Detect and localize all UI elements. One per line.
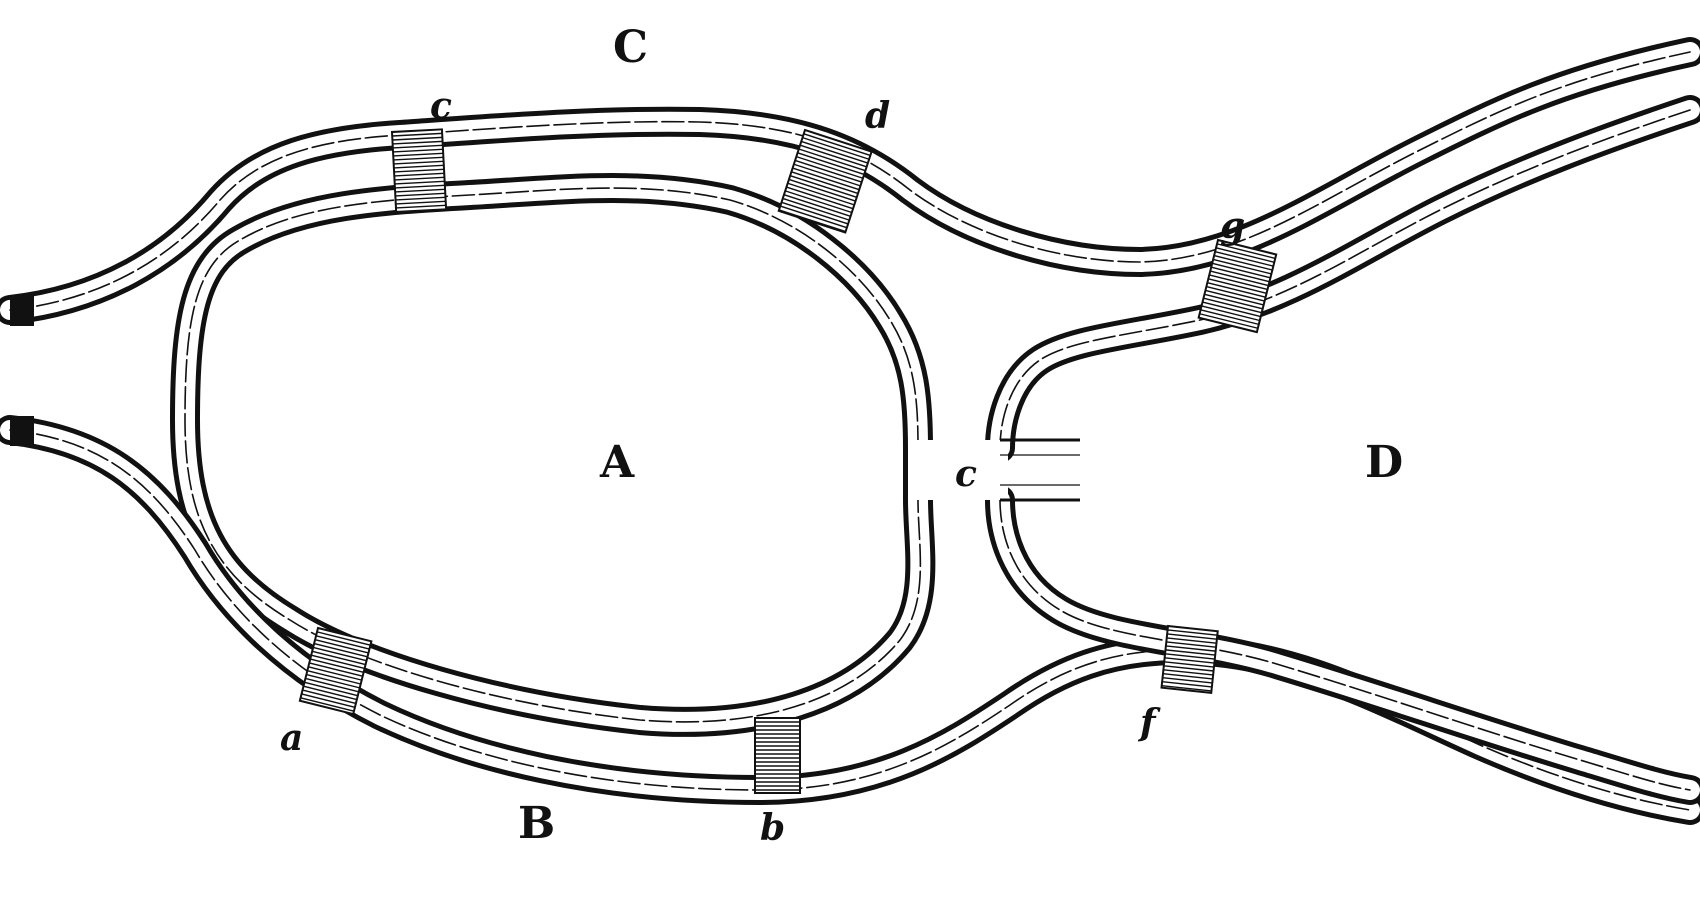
bridge-label-b: b xyxy=(760,807,785,849)
bridge-f xyxy=(1160,624,1219,694)
bridge-label-d: d xyxy=(865,95,890,137)
region-label-b: B xyxy=(518,798,555,849)
bridge-label-a: a xyxy=(280,717,303,759)
upper-right-river-bank xyxy=(1000,110,1690,448)
bridge-label-c: c xyxy=(430,85,452,127)
bridge-g xyxy=(1197,238,1278,334)
left-river-end-upper xyxy=(10,296,34,326)
bridge-label-g: g xyxy=(1220,205,1245,247)
bridge-a xyxy=(298,626,373,716)
bridge-label-e: c xyxy=(955,453,977,495)
island-shore xyxy=(185,188,920,722)
region-label-c: C xyxy=(613,22,648,73)
bridge-label-f: f xyxy=(1137,702,1161,744)
river-banks xyxy=(10,52,1690,810)
bridge-d xyxy=(777,128,873,234)
bridge-e xyxy=(908,438,1080,502)
bridge-c xyxy=(390,128,448,213)
lower-river-bank xyxy=(10,430,1690,810)
region-label-a: A xyxy=(599,437,635,488)
region-label-d: D xyxy=(1365,437,1403,488)
left-river-end-lower xyxy=(10,416,34,446)
bridge-b xyxy=(754,717,801,794)
